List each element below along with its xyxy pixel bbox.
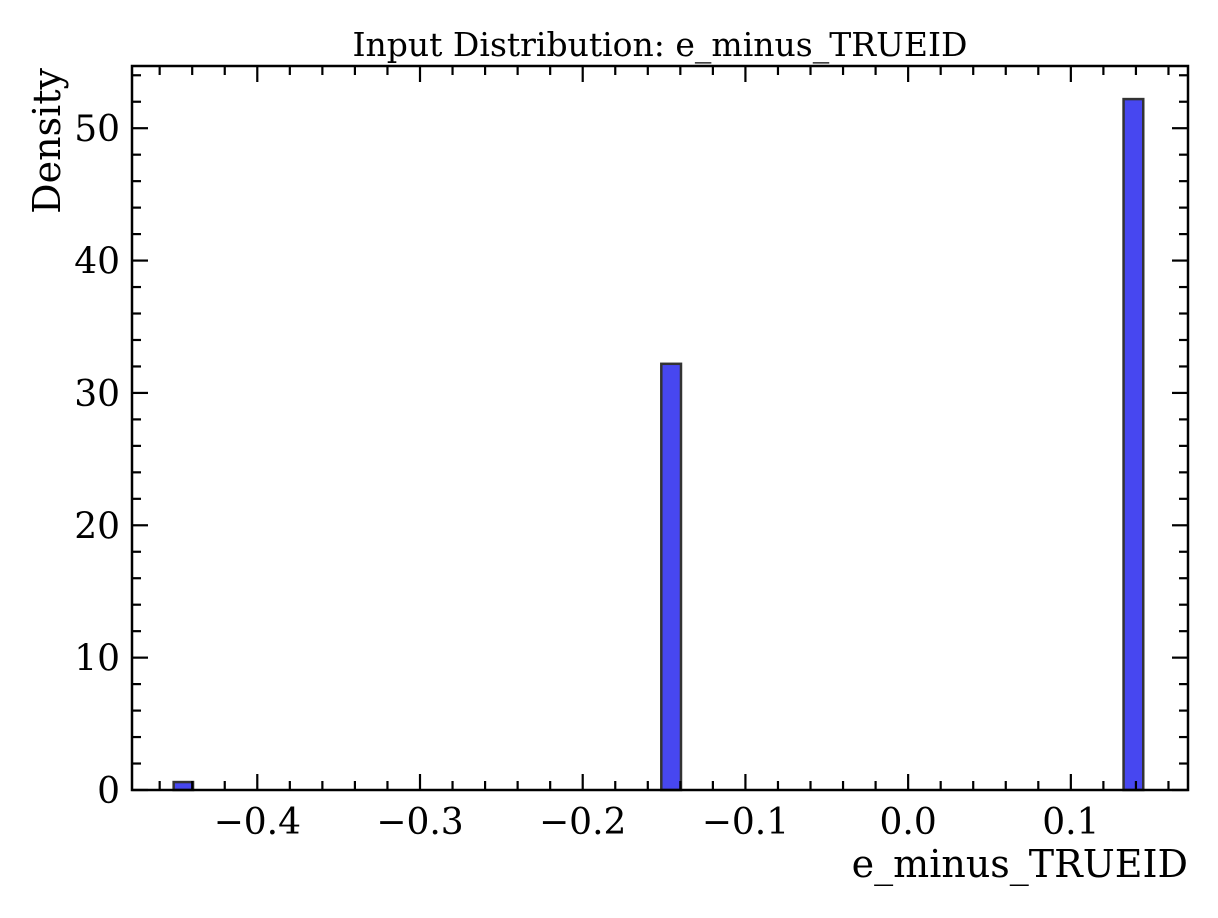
histogram-bar-1 <box>660 362 683 792</box>
y-tick-label: 50 <box>74 109 120 150</box>
chart-title: Input Distribution: e_minus_TRUEID <box>353 25 968 65</box>
axis-ticks <box>132 66 1188 792</box>
x-tick-label: −0.2 <box>539 802 626 843</box>
tick-labels: −0.4 −0.3 −0.2 −0.1 0.0 0.1 0 10 20 30 40 50 <box>74 109 1099 843</box>
histogram-bars <box>172 97 1145 792</box>
histogram-bar-2 <box>1122 97 1145 792</box>
y-axis-label: Density <box>25 67 69 213</box>
x-tick-label: 0.0 <box>880 802 937 843</box>
plot-frame <box>130 64 1190 792</box>
x-tick-label: −0.1 <box>702 802 789 843</box>
y-tick-label: 20 <box>74 506 120 547</box>
y-tick-label: 30 <box>74 374 120 415</box>
x-tick-label: −0.3 <box>376 802 463 843</box>
x-axis-label: e_minus_TRUEID <box>852 842 1188 887</box>
y-tick-label: 0 <box>97 771 120 812</box>
y-tick-label: 40 <box>74 242 120 283</box>
x-tick-label: 0.1 <box>1042 802 1099 843</box>
y-tick-label: 10 <box>74 639 120 680</box>
x-tick-label: −0.4 <box>214 802 301 843</box>
